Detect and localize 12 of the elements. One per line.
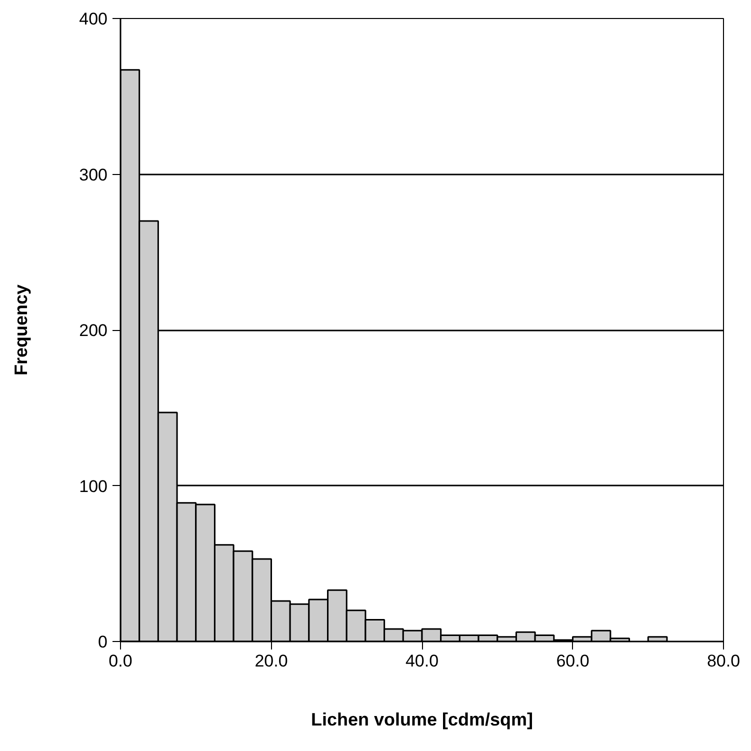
y-tick-label: 400 [79,10,108,28]
y-tick-label: 100 [79,476,108,496]
x-tick-label: 60.0 [556,652,590,670]
x-tick-label: 40.0 [405,652,439,670]
x-tick-label: 80.0 [706,652,740,670]
y-tick-label: 0 [98,632,108,652]
x-tick-label: 0.0 [108,652,132,670]
y-tick-label: 300 [79,165,108,184]
y-tick-label: 200 [79,321,108,340]
x-tick-label: 20.0 [254,652,288,670]
y-axis-title: Frequency [11,284,32,376]
x-axis-title: Lichen volume [cdm/sqm] [310,710,534,730]
